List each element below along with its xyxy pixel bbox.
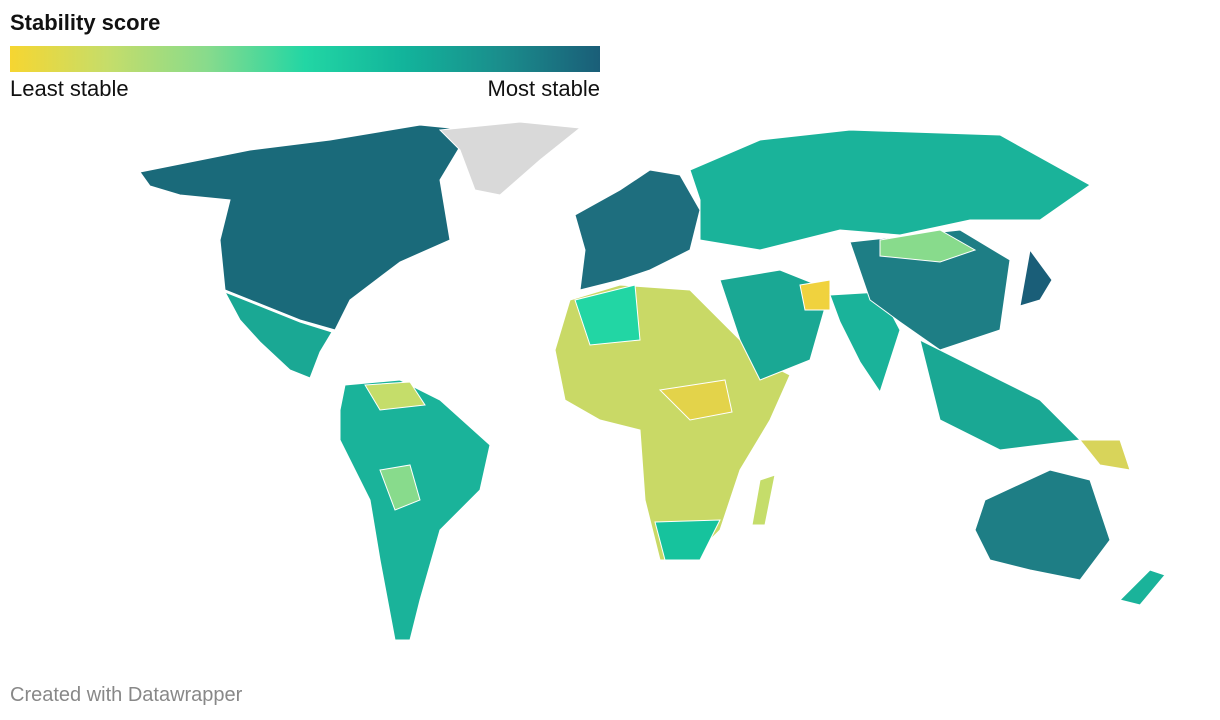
high-label: Most stable: [487, 76, 601, 101]
southeast-asia: [919, 339, 1082, 451]
south-america: [339, 379, 491, 641]
australia: [974, 469, 1111, 581]
low-label: Least stable: [10, 76, 129, 101]
world-map: [139, 121, 1166, 641]
africa: [554, 284, 791, 561]
greenland: [438, 121, 582, 196]
color-scale: [10, 46, 600, 72]
japan: [1019, 248, 1053, 307]
russia: [689, 129, 1091, 251]
papua-new-guinea: [1078, 439, 1131, 471]
new-zealand: [1119, 569, 1166, 606]
europe: [574, 169, 701, 291]
north-africa: [574, 284, 641, 346]
venezuela: [364, 381, 426, 411]
china: [849, 229, 1011, 351]
legend-title: Stability score: [10, 10, 161, 35]
southern-africa: [654, 519, 721, 561]
madagascar: [751, 474, 776, 526]
central-america: [223, 291, 333, 379]
north-america: [139, 124, 471, 331]
footer: Created with Datawrapper: [10, 684, 243, 706]
central-africa: [658, 379, 733, 421]
afghanistan: [799, 279, 831, 311]
mongolia: [879, 229, 977, 263]
bolivia: [379, 464, 421, 511]
